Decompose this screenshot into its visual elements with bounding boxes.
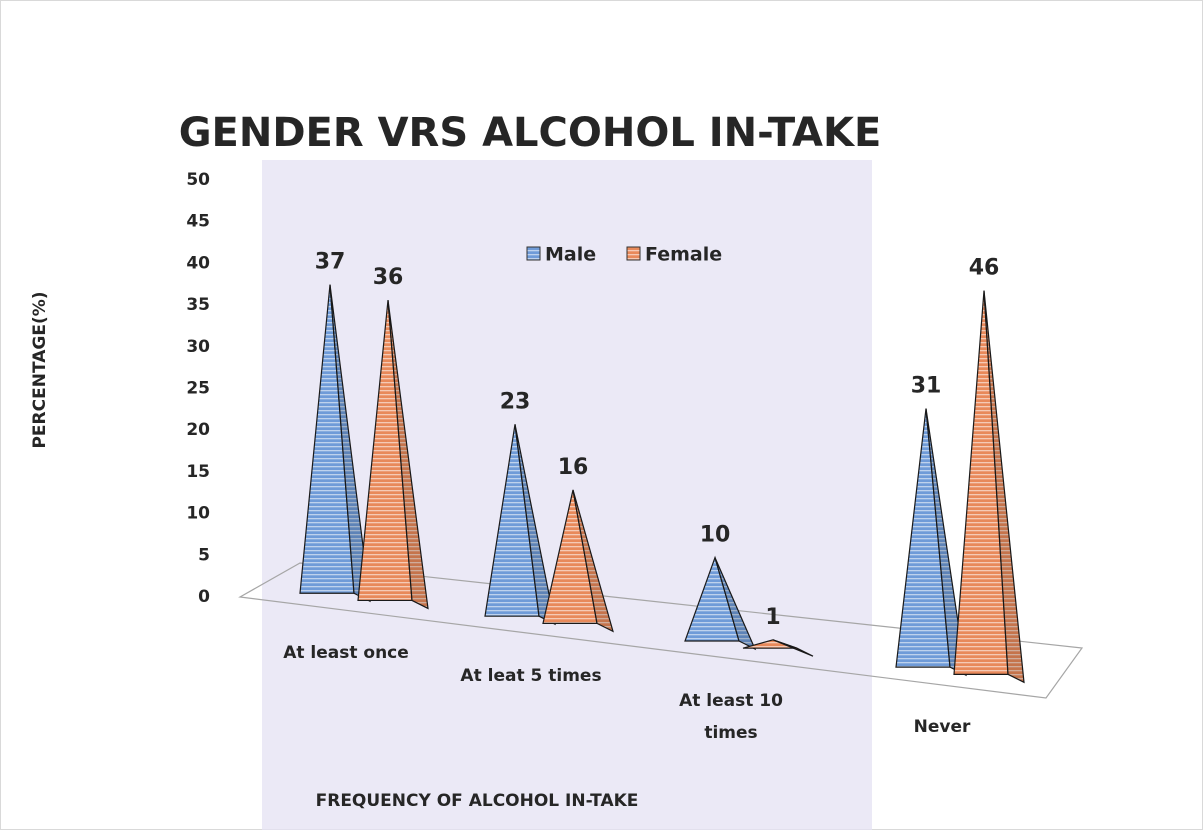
value-label: 37 <box>315 250 346 275</box>
pyramid <box>484 424 556 626</box>
y-tick-label: 30 <box>186 337 210 357</box>
y-tick-label: 25 <box>186 379 210 399</box>
value-label: 23 <box>500 389 531 414</box>
x-axis-label: FREQUENCY OF ALCOHOL IN-TAKE <box>316 791 639 811</box>
x-tick-label: At least 10 times <box>679 690 783 743</box>
pyramid <box>953 290 1025 684</box>
pyramid <box>542 489 614 633</box>
y-axis-label: PERCENTAGE(%) <box>30 291 50 448</box>
x-tick-label: At least once <box>283 642 409 663</box>
y-tick-label: 45 <box>186 212 210 232</box>
y-tick-label: 15 <box>186 462 210 482</box>
pyramid-shade <box>330 284 370 602</box>
x-tick-label-box: At leat 5 times <box>460 665 602 686</box>
pyramid-shade <box>573 489 613 632</box>
x-tick-label-box: Never <box>913 716 971 737</box>
floor <box>238 562 1084 699</box>
y-tick-label: 20 <box>186 420 210 440</box>
y-tick-label: 5 <box>198 545 210 565</box>
pyramid-shade <box>926 408 966 676</box>
pyramid-side <box>714 557 757 651</box>
pyramid-side <box>387 300 429 610</box>
legend-swatch <box>626 246 641 261</box>
pyramid-shade <box>773 639 813 657</box>
y-tick-label: 35 <box>186 295 210 315</box>
value-label: 1 <box>765 605 780 630</box>
x-tick-label-box: At least 10 times <box>679 690 783 743</box>
legend-label: Male <box>545 244 596 266</box>
y-tick-label: 0 <box>198 587 210 607</box>
legend-swatch <box>526 246 541 261</box>
pyramid-shade <box>715 557 755 649</box>
value-label: 31 <box>911 374 942 399</box>
pyramid <box>895 408 967 677</box>
pyramid-shade <box>388 300 428 609</box>
x-tick-label: Never <box>913 716 971 737</box>
chart-title: GENDER VRS ALCOHOL IN-TAKE <box>179 110 882 156</box>
x-tick-label: At leat 5 times <box>460 665 602 686</box>
pyramid <box>742 639 814 657</box>
pyramid <box>357 300 429 610</box>
y-tick-label: 10 <box>186 504 210 524</box>
value-label: 36 <box>373 265 404 290</box>
pyramid-shade <box>515 424 555 625</box>
pyramid-side <box>572 489 614 633</box>
pyramid-side <box>983 290 1025 684</box>
pyramid <box>684 555 757 651</box>
value-label: 10 <box>700 523 731 548</box>
value-label: 16 <box>558 455 589 480</box>
pyramid-shade <box>984 290 1024 683</box>
x-tick-label-box: At least once <box>283 642 409 663</box>
y-tick-label: 40 <box>186 253 210 273</box>
pyramid-side <box>772 639 814 657</box>
legend-label: Female <box>645 244 722 266</box>
value-label: 46 <box>969 256 1000 281</box>
y-tick-label: 50 <box>186 170 210 190</box>
watermark <box>262 160 872 830</box>
